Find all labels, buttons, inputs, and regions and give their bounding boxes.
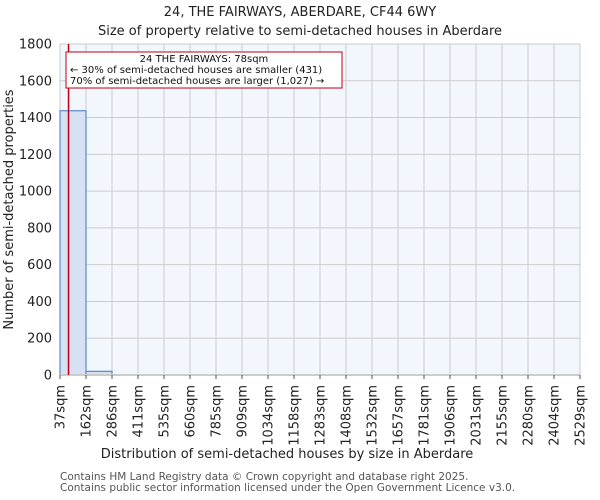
- x-tick-label: 535sqm: [158, 385, 173, 438]
- x-tick-label: 162sqm: [80, 385, 95, 438]
- x-tick-label: 660sqm: [184, 385, 199, 438]
- y-tick-label: 200: [27, 332, 52, 347]
- footer-attribution: Contains HM Land Registry data © Crown c…: [60, 472, 515, 494]
- annotation-line-1: 24 THE FAIRWAYS: 78sqm: [140, 54, 269, 65]
- y-tick-label: 1400: [19, 111, 52, 126]
- annotation-box: [65, 51, 343, 89]
- x-tick-label: 411sqm: [132, 385, 147, 438]
- x-tick-label: 2031sqm: [470, 385, 485, 446]
- x-tick-label: 2529sqm: [574, 385, 589, 446]
- annotation-line-2: ← 30% of semi-detached houses are smalle…: [70, 65, 322, 76]
- x-tick-label: 2155sqm: [496, 385, 511, 446]
- chart-subtitle: Size of property relative to semi-detach…: [97, 24, 503, 39]
- y-tick-label: 400: [27, 295, 52, 310]
- y-tick-label: 1200: [19, 148, 52, 163]
- footer-line-2: Contains public sector information licen…: [60, 482, 516, 494]
- histogram-bar: [59, 110, 87, 376]
- chart-title: 24, THE FAIRWAYS, ABERDARE, CF44 6WY: [163, 5, 437, 20]
- y-tick-label: 0: [44, 369, 52, 384]
- x-tick-label: 37sqm: [54, 385, 69, 429]
- x-tick-label: 1657sqm: [392, 385, 407, 446]
- y-tick-label: 1000: [19, 185, 52, 200]
- x-tick-label: 785sqm: [210, 385, 225, 438]
- x-tick-label: 1034sqm: [262, 385, 277, 446]
- x-tick-label: 909sqm: [236, 385, 251, 438]
- x-axis-title: Distribution of semi-detached houses by …: [101, 447, 474, 462]
- y-tick-label: 800: [27, 221, 52, 236]
- x-tick-label: 1532sqm: [366, 385, 381, 446]
- x-tick-label: 1158sqm: [288, 385, 303, 446]
- x-tick-label: 1283sqm: [314, 385, 329, 446]
- x-tick-label: 1408sqm: [340, 385, 355, 446]
- y-tick-label: 1800: [19, 38, 52, 53]
- x-tick-label: 1906sqm: [444, 385, 459, 446]
- footer-line-1: Contains HM Land Registry data © Crown c…: [60, 471, 469, 483]
- y-axis-title: Number of semi-detached properties: [2, 89, 17, 329]
- y-tick-label: 1600: [19, 74, 52, 89]
- x-tick-label: 286sqm: [106, 385, 121, 438]
- y-tick-label: 600: [27, 258, 52, 273]
- x-tick-label: 2280sqm: [522, 385, 537, 446]
- x-tick-label: 1781sqm: [418, 385, 433, 446]
- annotation-line-3: 70% of semi-detached houses are larger (…: [70, 76, 324, 87]
- x-tick-label: 2404sqm: [548, 385, 563, 446]
